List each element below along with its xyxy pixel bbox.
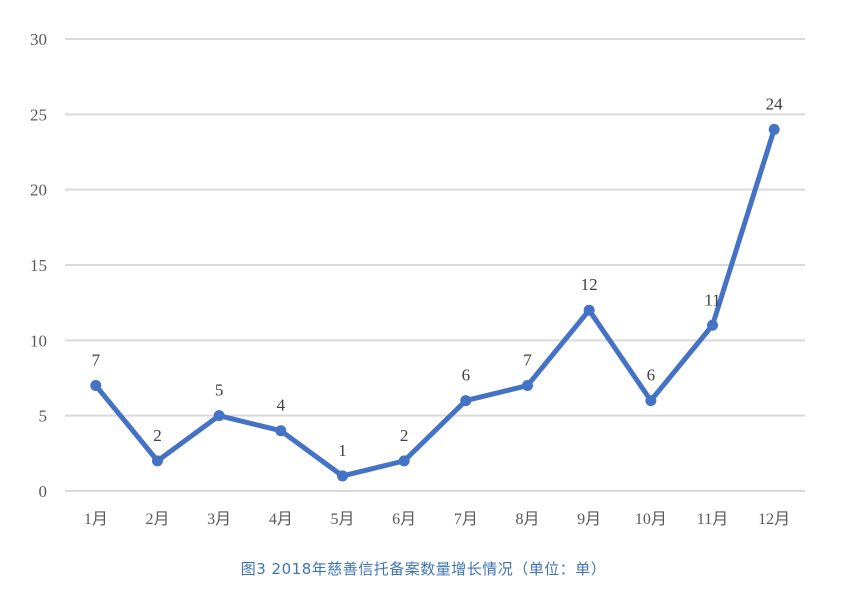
data-point-marker [90, 380, 102, 392]
x-tick-label: 11月 [697, 511, 728, 528]
y-tick-label: 0 [39, 482, 48, 501]
x-tick-label: 6月 [392, 511, 416, 528]
x-tick-label: 1月 [84, 511, 108, 528]
x-tick-label: 12月 [758, 511, 790, 528]
chart-caption: 图3 2018年慈善信托备案数量增长情况（单位：单） [240, 560, 607, 578]
x-tick-label: 9月 [577, 511, 601, 528]
data-label: 5 [215, 381, 224, 400]
y-axis-ticks: 0 5 10 15 20 25 30 [30, 30, 47, 501]
series-line [93, 126, 777, 479]
data-label: 6 [462, 366, 471, 385]
data-point-marker [275, 425, 287, 437]
x-tick-label: 5月 [330, 511, 354, 528]
y-tick-label: 10 [30, 331, 47, 350]
data-points [90, 123, 780, 482]
x-axis-ticks: 1月 2月 3月 4月 5月 6月 7月 8月 9月 10月 11月 12月 [84, 511, 790, 528]
data-point-marker [337, 470, 348, 482]
data-label: 11 [704, 290, 720, 309]
data-point-marker [583, 304, 595, 316]
data-label: 7 [92, 351, 101, 370]
data-point-marker [645, 395, 657, 407]
x-tick-label: 3月 [207, 511, 231, 528]
data-point-marker [460, 395, 472, 407]
x-tick-label: 4月 [269, 511, 293, 528]
data-label: 1 [338, 441, 347, 460]
y-tick-label: 30 [30, 30, 47, 49]
x-tick-label: 7月 [454, 511, 478, 528]
data-label: 12 [581, 275, 598, 294]
y-tick-label: 20 [30, 181, 47, 200]
y-tick-label: 15 [30, 256, 47, 275]
y-tick-label: 25 [30, 105, 47, 124]
data-point-marker [768, 123, 780, 135]
gridlines [65, 38, 805, 492]
x-tick-label: 2月 [145, 511, 169, 528]
data-label: 7 [523, 351, 532, 370]
data-label: 2 [153, 426, 162, 445]
x-tick-label: 10月 [635, 511, 667, 528]
data-label: 2 [400, 426, 409, 445]
x-tick-label: 8月 [515, 511, 539, 528]
data-point-marker [707, 319, 718, 331]
data-label: 6 [647, 366, 656, 385]
y-tick-label: 5 [39, 407, 48, 426]
data-point-marker [398, 455, 410, 467]
data-point-marker [152, 455, 163, 467]
data-point-marker [213, 410, 225, 422]
data-label: 24 [766, 94, 784, 113]
data-point-marker [522, 380, 533, 392]
data-label: 4 [277, 396, 286, 415]
